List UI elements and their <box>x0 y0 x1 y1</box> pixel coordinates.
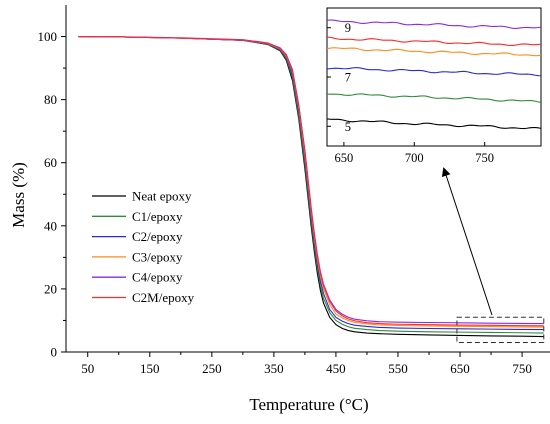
legend-label-2: C2/epoxy <box>132 229 183 244</box>
legend-label-4: C4/epoxy <box>132 270 183 285</box>
legend-label-0: Neat epoxy <box>132 189 192 204</box>
x-tick-label: 750 <box>512 361 532 376</box>
x-tick-label: 550 <box>388 361 408 376</box>
legend-label-5: C2M/epoxy <box>132 290 195 305</box>
x-tick-label: 150 <box>140 361 160 376</box>
x-tick-label: 350 <box>264 361 284 376</box>
x-tick-label: 450 <box>326 361 346 376</box>
x-tick-label: 250 <box>202 361 222 376</box>
inset-y-tick-label: 5 <box>345 120 351 134</box>
inset-y-tick-label: 9 <box>345 21 351 35</box>
y-tick-label: 100 <box>38 29 58 44</box>
inset-x-tick-label: 750 <box>475 151 494 165</box>
y-tick-label: 20 <box>44 281 57 296</box>
y-tick-label: 60 <box>44 155 57 170</box>
legend-label-1: C1/epoxy <box>132 209 183 224</box>
zoom-indicator <box>444 169 544 343</box>
y-tick-label: 40 <box>44 218 57 233</box>
x-axis-title: Temperature (°C) <box>249 395 368 414</box>
inset-x-tick-label: 650 <box>335 151 354 165</box>
legend: Neat epoxy C1/epoxy C2/epoxy C3/epoxy C4/epo… <box>92 189 195 306</box>
inset-x-tick-label: 700 <box>405 151 424 165</box>
y-axis-title: Mass (%) <box>9 162 28 228</box>
zoom-arrow <box>444 169 492 315</box>
x-tick-label: 50 <box>81 361 94 376</box>
y-tick-label: 0 <box>51 345 58 360</box>
inset-frame <box>327 8 541 146</box>
inset-y-tick-label: 7 <box>345 71 351 85</box>
x-tick-label: 650 <box>450 361 470 376</box>
y-tick-label: 80 <box>44 92 57 107</box>
legend-label-3: C3/epoxy <box>132 249 183 264</box>
inset-plot: 650 700 750 5 7 9 <box>327 8 541 165</box>
